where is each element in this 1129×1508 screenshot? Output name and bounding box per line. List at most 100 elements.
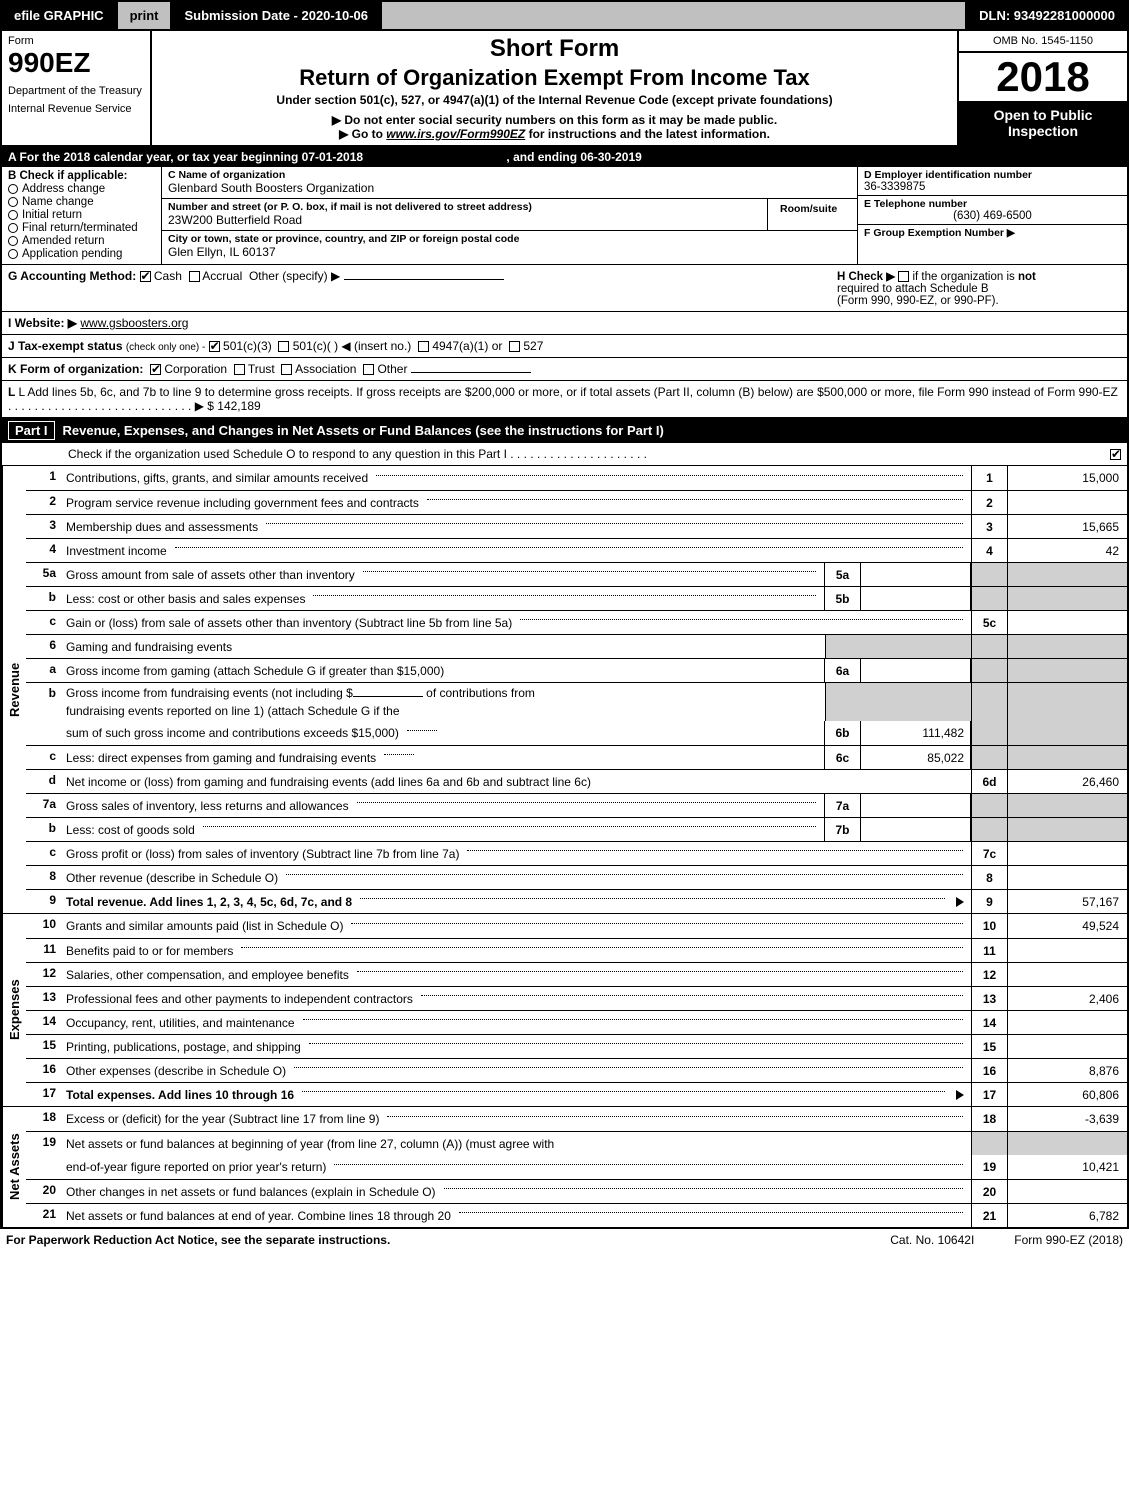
line-1: 1 Contributions, gifts, grants, and simi… bbox=[26, 466, 1127, 490]
goto-suffix: for instructions and the latest informat… bbox=[525, 127, 770, 141]
city-label: City or town, state or province, country… bbox=[162, 231, 857, 245]
part-1-header: Part I Revenue, Expenses, and Changes in… bbox=[0, 418, 1129, 443]
revenue-body: 1 Contributions, gifts, grants, and simi… bbox=[26, 466, 1127, 913]
omb-number: OMB No. 1545-1150 bbox=[959, 31, 1127, 53]
print-button[interactable]: print bbox=[118, 2, 173, 29]
ledger-net-assets: Net Assets 18 Excess or (deficit) for th… bbox=[0, 1107, 1129, 1229]
line-9: 9 Total revenue. Add lines 1, 2, 3, 4, 5… bbox=[26, 889, 1127, 913]
chk-501c[interactable] bbox=[278, 341, 289, 352]
ein-val: 36-3339875 bbox=[864, 181, 1121, 193]
line-6c: c Less: direct expenses from gaming and … bbox=[26, 745, 1127, 769]
line-7a: 7a Gross sales of inventory, less return… bbox=[26, 793, 1127, 817]
tax-year: 2018 bbox=[959, 53, 1127, 101]
h-line2: required to attach Schedule B bbox=[837, 283, 1121, 295]
i-label: I Website: ▶ bbox=[8, 316, 77, 330]
k-trust: Trust bbox=[248, 362, 275, 376]
k-other: Other bbox=[377, 362, 407, 376]
g-cash: Cash bbox=[154, 269, 182, 283]
line-4: 4 Investment income 4 42 bbox=[26, 538, 1127, 562]
footer-cat: Cat. No. 10642I bbox=[890, 1233, 974, 1247]
section-c: C Name of organization Glenbard South Bo… bbox=[162, 167, 857, 264]
header-left: Form 990EZ Department of the Treasury In… bbox=[2, 31, 152, 145]
line-6b: sum of such gross income and contributio… bbox=[26, 721, 1127, 745]
line-7c: c Gross profit or (loss) from sales of i… bbox=[26, 841, 1127, 865]
chk-amended-return[interactable]: Amended return bbox=[8, 235, 155, 247]
ledger-revenue: Revenue 1 Contributions, gifts, grants, … bbox=[0, 466, 1129, 914]
ledger-expenses: Expenses 10 Grants and similar amounts p… bbox=[0, 914, 1129, 1107]
section-b-label: B Check if applicable: bbox=[8, 170, 155, 182]
chk-other-org[interactable] bbox=[363, 364, 374, 375]
section-i: I Website: ▶ www.gsboosters.org bbox=[0, 312, 1129, 335]
under-section: Under section 501(c), 527, or 4947(a)(1)… bbox=[160, 93, 949, 107]
chk-cash[interactable] bbox=[140, 271, 151, 282]
chk-assoc[interactable] bbox=[281, 364, 292, 375]
l-dots: . . . . . . . . . . . . . . . . . . . . … bbox=[8, 399, 204, 413]
footer-form: Form 990-EZ (2018) bbox=[1014, 1233, 1123, 1247]
goto-link[interactable]: www.irs.gov/Form990EZ bbox=[386, 127, 525, 141]
section-de: D Employer identification number 36-3339… bbox=[857, 167, 1127, 264]
tel-label: E Telephone number bbox=[864, 198, 1121, 210]
g-label: G Accounting Method: bbox=[8, 269, 136, 283]
line-11: 11 Benefits paid to or for members 11 bbox=[26, 938, 1127, 962]
line-21: 21 Net assets or fund balances at end of… bbox=[26, 1203, 1127, 1227]
j-opt2: 501(c)( ) ◀ (insert no.) bbox=[293, 339, 412, 353]
k-other-blank[interactable] bbox=[411, 372, 531, 373]
group-exemption-label: F Group Exemption Number ▶ bbox=[864, 227, 1015, 239]
chk-h[interactable] bbox=[898, 271, 909, 282]
chk-accrual[interactable] bbox=[189, 271, 200, 282]
form-number: 990EZ bbox=[8, 47, 144, 79]
chk-initial-return[interactable]: Initial return bbox=[8, 209, 155, 221]
line-3: 3 Membership dues and assessments 3 15,6… bbox=[26, 514, 1127, 538]
h-not: not bbox=[1018, 271, 1036, 283]
chk-name-change[interactable]: Name change bbox=[8, 196, 155, 208]
j-opt3: 4947(a)(1) or bbox=[432, 339, 502, 353]
ssn-note: ▶ Do not enter social security numbers o… bbox=[160, 113, 949, 127]
section-b: B Check if applicable: Address change Na… bbox=[2, 167, 162, 264]
section-j: J Tax-exempt status (check only one) - 5… bbox=[0, 335, 1129, 358]
chk-final-return[interactable]: Final return/terminated bbox=[8, 222, 155, 234]
section-k: K Form of organization: Corporation Trus… bbox=[0, 358, 1129, 381]
open-public-inspection: Open to Public Inspection bbox=[959, 101, 1127, 145]
expenses-body: 10 Grants and similar amounts paid (list… bbox=[26, 914, 1127, 1106]
website-link[interactable]: www.gsboosters.org bbox=[80, 316, 188, 330]
chk-application-pending[interactable]: Application pending bbox=[8, 248, 155, 260]
side-label-expenses: Expenses bbox=[2, 914, 26, 1106]
j-label: J Tax-exempt status bbox=[8, 339, 123, 353]
goto-prefix: ▶ Go to bbox=[339, 127, 386, 141]
l-text: L Add lines 5b, 6c, and 7b to line 9 to … bbox=[18, 385, 1117, 399]
chk-address-change[interactable]: Address change bbox=[8, 183, 155, 195]
line-2: 2 Program service revenue including gove… bbox=[26, 490, 1127, 514]
k-assoc: Association bbox=[295, 362, 356, 376]
net-assets-body: 18 Excess or (deficit) for the year (Sub… bbox=[26, 1107, 1127, 1227]
row-g-h: G Accounting Method: Cash Accrual Other … bbox=[0, 265, 1129, 312]
ein-label: D Employer identification number bbox=[864, 169, 1121, 181]
h-label-b: if the organization is bbox=[912, 271, 1017, 283]
tax-year-row: A For the 2018 calendar year, or tax yea… bbox=[0, 147, 1129, 167]
side-label-net-assets: Net Assets bbox=[2, 1107, 26, 1227]
tax-year-end: , and ending 06-30-2019 bbox=[506, 150, 641, 164]
chk-schedule-o[interactable] bbox=[1110, 449, 1121, 460]
line-13: 13 Professional fees and other payments … bbox=[26, 986, 1127, 1010]
short-form-title: Short Form bbox=[160, 35, 949, 63]
chk-4947[interactable] bbox=[418, 341, 429, 352]
chk-trust[interactable] bbox=[234, 364, 245, 375]
chk-527[interactable] bbox=[509, 341, 520, 352]
line-8: 8 Other revenue (describe in Schedule O)… bbox=[26, 865, 1127, 889]
h-label-a: H Check ▶ bbox=[837, 271, 898, 283]
line-16: 16 Other expenses (describe in Schedule … bbox=[26, 1058, 1127, 1082]
line-15: 15 Printing, publications, postage, and … bbox=[26, 1034, 1127, 1058]
line-17: 17 Total expenses. Add lines 10 through … bbox=[26, 1082, 1127, 1106]
addr-val: 23W200 Butterfield Road bbox=[162, 213, 767, 230]
k-label: K Form of organization: bbox=[8, 362, 143, 376]
org-name: Glenbard South Boosters Organization bbox=[162, 181, 857, 198]
entity-block: B Check if applicable: Address change Na… bbox=[0, 167, 1129, 265]
g-other-blank[interactable] bbox=[344, 279, 504, 280]
k-corp: Corporation bbox=[164, 362, 227, 376]
addr-label: Number and street (or P. O. box, if mail… bbox=[162, 199, 767, 213]
footer-left: For Paperwork Reduction Act Notice, see … bbox=[6, 1233, 390, 1247]
efile-label: efile GRAPHIC bbox=[2, 2, 118, 29]
chk-501c3[interactable] bbox=[209, 341, 220, 352]
chk-corp[interactable] bbox=[150, 364, 161, 375]
header-center: Short Form Return of Organization Exempt… bbox=[152, 31, 957, 145]
line-6d: d Net income or (loss) from gaming and f… bbox=[26, 769, 1127, 793]
